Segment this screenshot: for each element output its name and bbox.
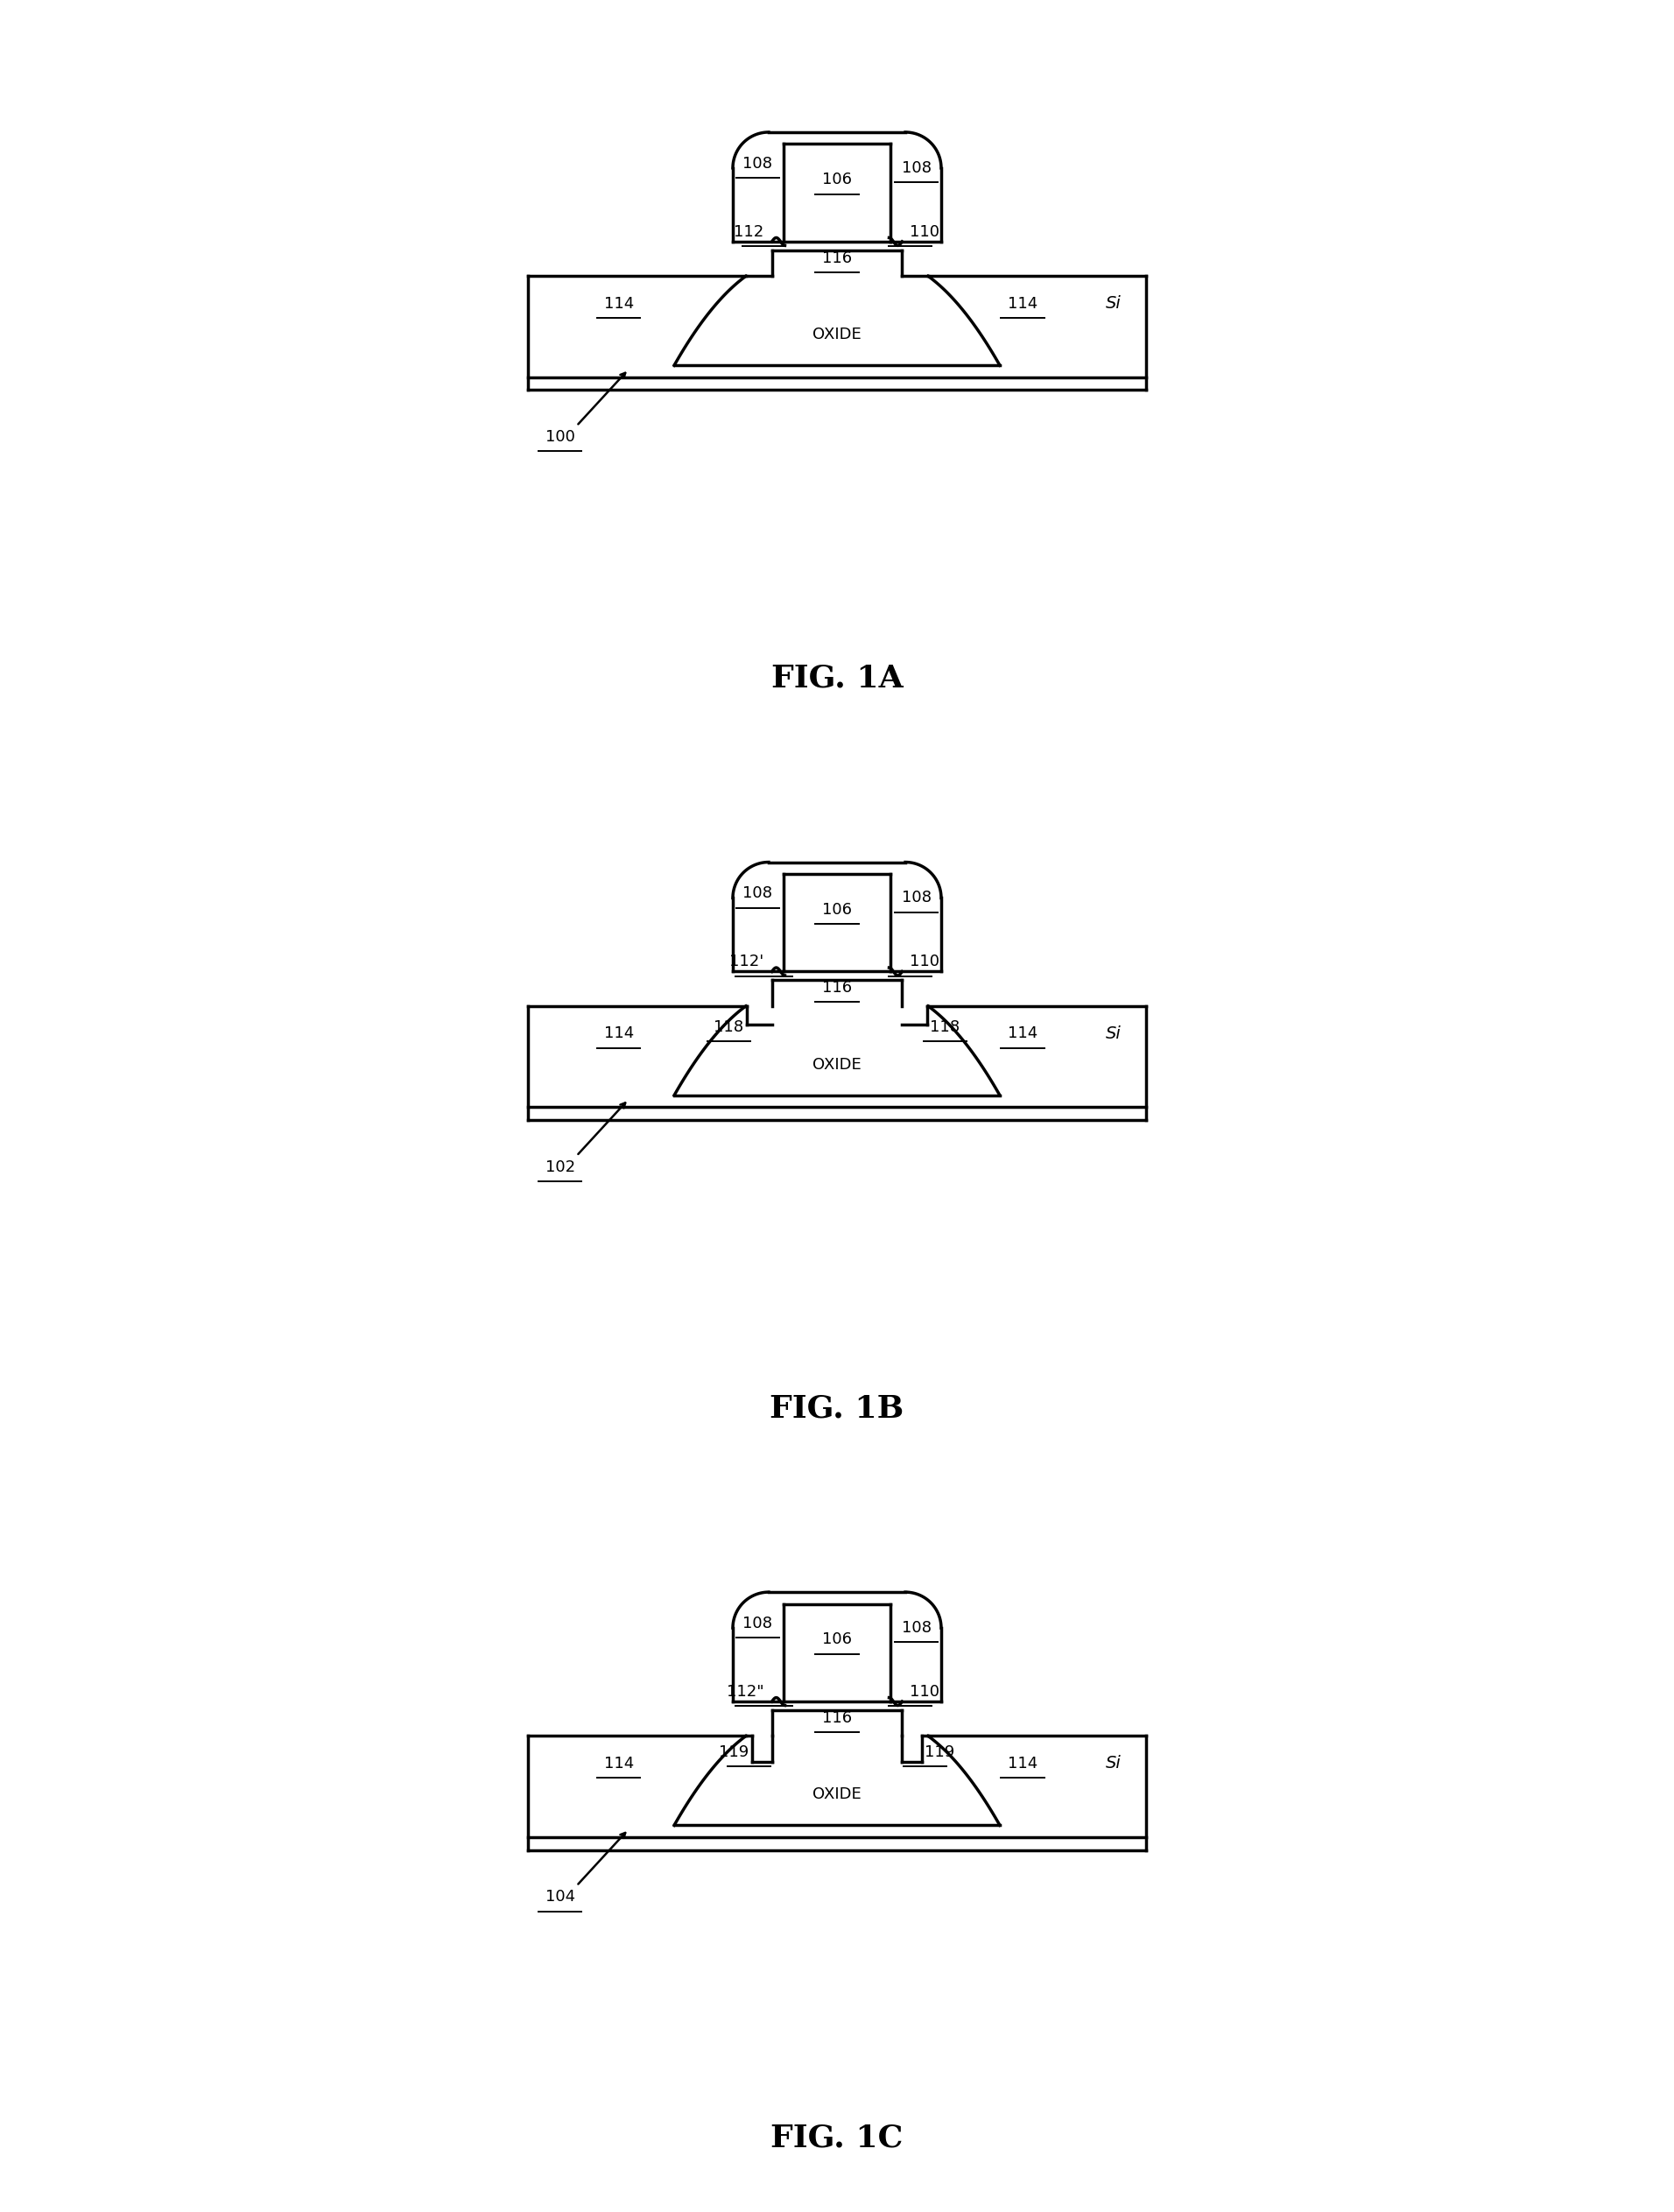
- Text: 116: 116: [822, 1710, 852, 1725]
- Text: 102: 102: [546, 1159, 576, 1175]
- Text: 110: 110: [911, 1683, 939, 1699]
- Text: 106: 106: [822, 902, 852, 918]
- Text: 108: 108: [743, 1615, 772, 1630]
- Text: 114: 114: [604, 1026, 634, 1042]
- Text: 119: 119: [926, 1745, 954, 1761]
- Text: 118: 118: [715, 1020, 743, 1035]
- Text: 112: 112: [735, 223, 763, 239]
- Text: 118: 118: [931, 1020, 959, 1035]
- Text: 112': 112': [730, 953, 763, 969]
- Text: 108: 108: [902, 889, 931, 907]
- Text: 116: 116: [822, 980, 852, 995]
- Text: 114: 114: [1008, 1026, 1038, 1042]
- Text: 112": 112": [727, 1683, 763, 1699]
- Text: 119: 119: [720, 1745, 748, 1761]
- Text: 100: 100: [546, 429, 576, 445]
- Text: 114: 114: [1008, 1756, 1038, 1772]
- Text: 116: 116: [822, 250, 852, 265]
- Text: 114: 114: [604, 1756, 634, 1772]
- Text: OXIDE: OXIDE: [812, 1787, 862, 1803]
- Text: OXIDE: OXIDE: [812, 327, 862, 343]
- Text: 114: 114: [1008, 296, 1038, 312]
- Text: 108: 108: [902, 1619, 931, 1637]
- Text: 106: 106: [822, 1632, 852, 1648]
- Text: Si: Si: [1107, 1754, 1122, 1772]
- Text: FIG. 1B: FIG. 1B: [770, 1394, 904, 1422]
- Text: Si: Si: [1107, 294, 1122, 312]
- Text: FIG. 1A: FIG. 1A: [772, 664, 902, 692]
- Text: 108: 108: [743, 885, 772, 900]
- Text: 106: 106: [822, 173, 852, 188]
- Text: 110: 110: [911, 223, 939, 239]
- Text: 114: 114: [604, 296, 634, 312]
- Text: OXIDE: OXIDE: [812, 1057, 862, 1073]
- Text: 104: 104: [546, 1889, 576, 1905]
- Text: 108: 108: [902, 159, 931, 177]
- Text: FIG. 1C: FIG. 1C: [770, 2124, 904, 2152]
- Text: 108: 108: [743, 155, 772, 170]
- Text: Si: Si: [1107, 1024, 1122, 1042]
- Text: 110: 110: [911, 953, 939, 969]
